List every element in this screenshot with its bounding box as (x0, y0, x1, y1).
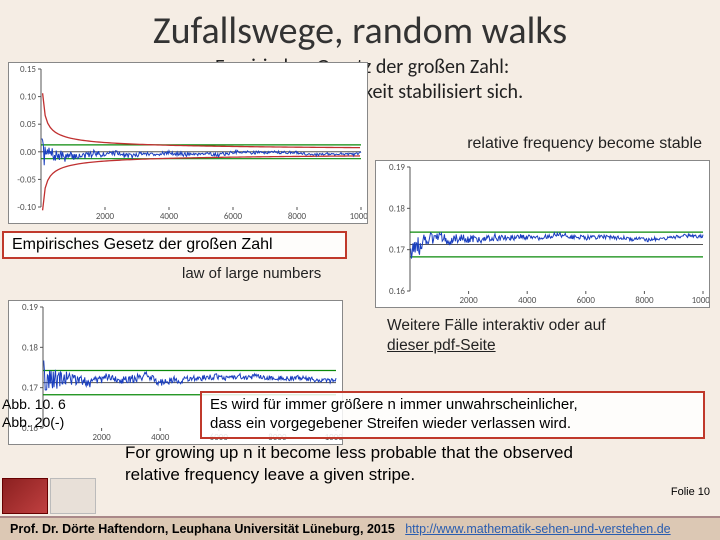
for-growing-line-2: relative frequency leave a given stripe. (125, 464, 685, 486)
svg-text:0.15: 0.15 (20, 64, 36, 75)
svg-text:0.18: 0.18 (389, 203, 405, 214)
svg-text:0.19: 0.19 (22, 302, 38, 313)
page-title: Zufallswege, random walks (0, 0, 720, 54)
svg-text:0.16: 0.16 (389, 286, 405, 297)
svg-text:2000: 2000 (92, 432, 111, 443)
svg-text:-0.10: -0.10 (17, 202, 36, 213)
slide-number: Folie 10 (671, 486, 710, 498)
logos (2, 478, 96, 514)
svg-text:-0.05: -0.05 (17, 174, 36, 185)
svg-text:0.17: 0.17 (22, 383, 38, 394)
svg-text:4000: 4000 (518, 295, 537, 306)
svg-text:8000: 8000 (288, 211, 307, 222)
abb-2: Abb. 20(-) (2, 413, 66, 431)
footer-author: Prof. Dr. Dörte Haftendorn, Leuphana Uni… (10, 522, 395, 536)
box2-line-1: Es wird für immer größere n immer unwahr… (210, 396, 695, 415)
svg-text:0.10: 0.10 (20, 92, 36, 103)
box-empirisches-gesetz: Empirisches Gesetz der großen Zahl (2, 231, 347, 259)
footer-link[interactable]: http://www.mathematik-sehen-und-verstehe… (405, 522, 670, 536)
chart-top-left: 0.15 0.10 0.05 0.00 -0.05 -0.10 2000 4000 6000 80… (8, 62, 368, 224)
svg-text:2000: 2000 (96, 211, 115, 222)
svg-text:6000: 6000 (224, 211, 243, 222)
box-es-wird: Es wird für immer größere n immer unwahr… (200, 391, 705, 439)
weitere-faelle: Weitere Fälle interaktiv oder auf dieser… (387, 316, 606, 356)
footer: Prof. Dr. Dörte Haftendorn, Leuphana Uni… (0, 516, 720, 540)
svg-text:0.05: 0.05 (20, 119, 36, 130)
abb-1: Abb. 10. 6 (2, 395, 66, 413)
weitere-line-1: Weitere Fälle interaktiv oder auf (387, 317, 606, 334)
svg-text:0.00: 0.00 (20, 147, 36, 158)
box2-line-2: dass ein vorgegebener Streifen wieder ve… (210, 415, 695, 434)
logo-book-icon (50, 478, 96, 514)
law-of-large-numbers-label: law of large numbers (182, 265, 321, 282)
svg-text:2000: 2000 (459, 295, 478, 306)
for-growing-text: For growing up n it become less probable… (125, 442, 685, 486)
svg-text:8000: 8000 (635, 295, 654, 306)
eng-stable-label: relative frequency become stable (467, 135, 702, 153)
abbildung-labels: Abb. 10. 6 Abb. 20(-) (2, 395, 66, 431)
svg-text:10000: 10000 (350, 211, 367, 222)
chart-right: 0.19 0.18 0.17 0.16 2000 4000 6000 8000 10000 (375, 160, 710, 308)
svg-text:4000: 4000 (160, 211, 179, 222)
svg-text:0.17: 0.17 (389, 245, 405, 256)
svg-text:0.19: 0.19 (389, 162, 405, 173)
svg-text:0.18: 0.18 (22, 342, 38, 353)
pdf-link[interactable]: dieser pdf-Seite (387, 337, 496, 354)
for-growing-line-1: For growing up n it become less probable… (125, 442, 685, 464)
svg-text:6000: 6000 (577, 295, 596, 306)
svg-text:10000: 10000 (692, 295, 709, 306)
logo-red-icon (2, 478, 48, 514)
